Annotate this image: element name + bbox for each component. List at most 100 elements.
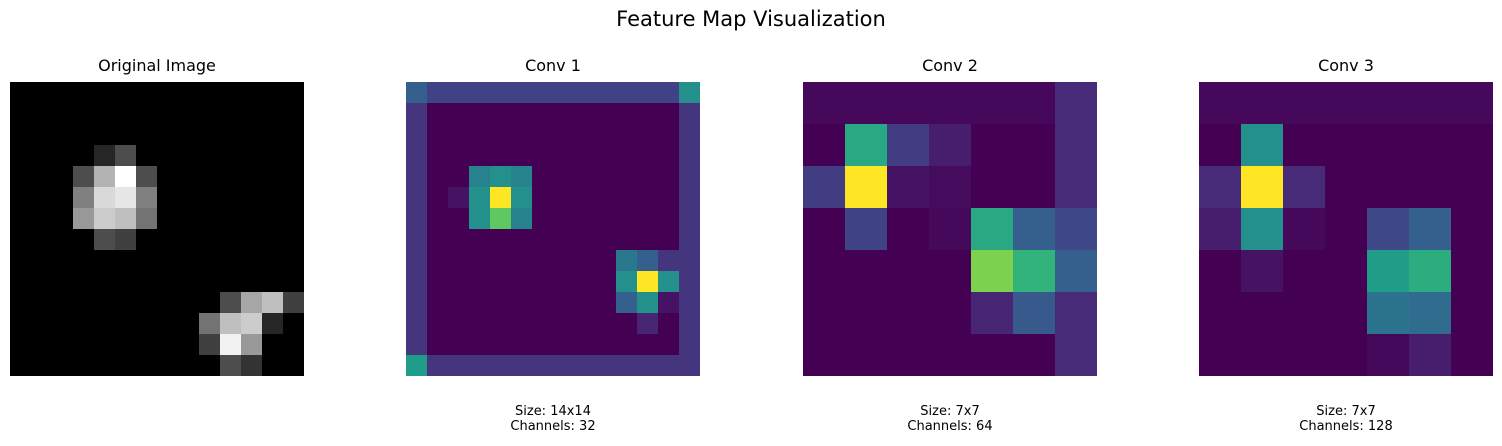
heatmap-cell — [448, 250, 469, 271]
heatmap-cell — [10, 355, 31, 376]
heatmap-cell — [574, 334, 595, 355]
heatmap-cell — [490, 271, 511, 292]
heatmap-cell — [553, 292, 574, 313]
heatmap-cell — [1451, 208, 1493, 250]
heatmap-cell — [469, 334, 490, 355]
heatmap-cell — [31, 229, 52, 250]
heatmap-cell — [1283, 166, 1325, 208]
layer-info: Size: 7x7 Channels: 128 — [1159, 404, 1502, 434]
figure-title: Feature Map Visualization — [616, 7, 886, 31]
heatmap-cell — [220, 271, 241, 292]
heatmap-cell — [220, 334, 241, 355]
heatmap-cell — [136, 124, 157, 145]
heatmap-cell — [929, 124, 971, 166]
heatmap-cell — [679, 103, 700, 124]
heatmap-cell — [1283, 250, 1325, 292]
heatmap-cell — [115, 229, 136, 250]
heatmap-cell — [427, 250, 448, 271]
heatmap-cell — [1013, 292, 1055, 334]
heatmap-cell — [1325, 250, 1367, 292]
heatmap-cell — [406, 271, 427, 292]
heatmap-cell — [574, 229, 595, 250]
heatmap-cell — [1325, 292, 1367, 334]
heatmap-cell — [94, 103, 115, 124]
heatmap-cell — [532, 82, 553, 103]
heatmap-cell — [31, 103, 52, 124]
heatmap-cell — [10, 82, 31, 103]
heatmap-cell — [10, 103, 31, 124]
heatmap-cell — [262, 82, 283, 103]
heatmap-cell — [220, 187, 241, 208]
heatmap-cell — [10, 250, 31, 271]
heatmap-cell — [262, 229, 283, 250]
heatmap-cell — [178, 208, 199, 229]
heatmap-cell — [10, 166, 31, 187]
heatmap-cell — [199, 313, 220, 334]
heatmap-cell — [1451, 292, 1493, 334]
heatmap-cell — [427, 229, 448, 250]
heatmap-cell — [469, 166, 490, 187]
heatmap-cell — [136, 187, 157, 208]
heatmap-cell — [887, 166, 929, 208]
heatmap-cell — [241, 166, 262, 187]
heatmap-cell — [574, 103, 595, 124]
heatmap-cell — [553, 355, 574, 376]
heatmap-cell — [10, 229, 31, 250]
heatmap-cell — [1409, 166, 1451, 208]
heatmap-cell — [115, 187, 136, 208]
heatmap-cell — [532, 313, 553, 334]
heatmap-cell — [10, 187, 31, 208]
heatmap-cell — [490, 187, 511, 208]
heatmap-cell — [73, 334, 94, 355]
heatmap-cell — [616, 124, 637, 145]
heatmap-grid — [10, 82, 304, 376]
heatmap-cell — [658, 145, 679, 166]
heatmap-cell — [595, 229, 616, 250]
heatmap-cell — [511, 187, 532, 208]
heatmap-cell — [73, 271, 94, 292]
heatmap-cell — [73, 103, 94, 124]
heatmap-cell — [448, 313, 469, 334]
heatmap-cell — [845, 124, 887, 166]
heatmap-cell — [469, 355, 490, 376]
heatmap-cell — [658, 250, 679, 271]
heatmap-cell — [679, 82, 700, 103]
heatmap-cell — [1367, 82, 1409, 124]
heatmap-cell — [658, 271, 679, 292]
heatmap-cell — [31, 355, 52, 376]
heatmap-cell — [10, 271, 31, 292]
heatmap-cell — [199, 229, 220, 250]
heatmap-cell — [73, 82, 94, 103]
heatmap-cell — [199, 145, 220, 166]
heatmap-cell — [1325, 82, 1367, 124]
heatmap-cell — [679, 313, 700, 334]
heatmap-cell — [1451, 124, 1493, 166]
heatmap-cell — [845, 166, 887, 208]
heatmap-cell — [658, 355, 679, 376]
heatmap-cell — [616, 271, 637, 292]
heatmap-cell — [157, 355, 178, 376]
heatmap-cell — [469, 292, 490, 313]
heatmap-cell — [637, 292, 658, 313]
heatmap-cell — [553, 103, 574, 124]
heatmap-cell — [427, 271, 448, 292]
heatmap-cell — [637, 229, 658, 250]
heatmap-cell — [803, 82, 845, 124]
heatmap-cell — [637, 103, 658, 124]
layer-info: Size: 7x7 Channels: 64 — [763, 404, 1137, 434]
heatmap-cell — [52, 229, 73, 250]
heatmap-cell — [178, 313, 199, 334]
heatmap-cell — [679, 334, 700, 355]
heatmap-cell — [1451, 166, 1493, 208]
heatmap-cell — [574, 208, 595, 229]
heatmap-cell — [283, 103, 304, 124]
heatmap-cell — [595, 250, 616, 271]
heatmap-cell — [616, 313, 637, 334]
heatmap-cell — [199, 271, 220, 292]
heatmap-cell — [553, 271, 574, 292]
heatmap-cell — [52, 355, 73, 376]
heatmap-cell — [115, 334, 136, 355]
heatmap-cell — [52, 103, 73, 124]
heatmap-cell — [220, 145, 241, 166]
heatmap-cell — [73, 187, 94, 208]
